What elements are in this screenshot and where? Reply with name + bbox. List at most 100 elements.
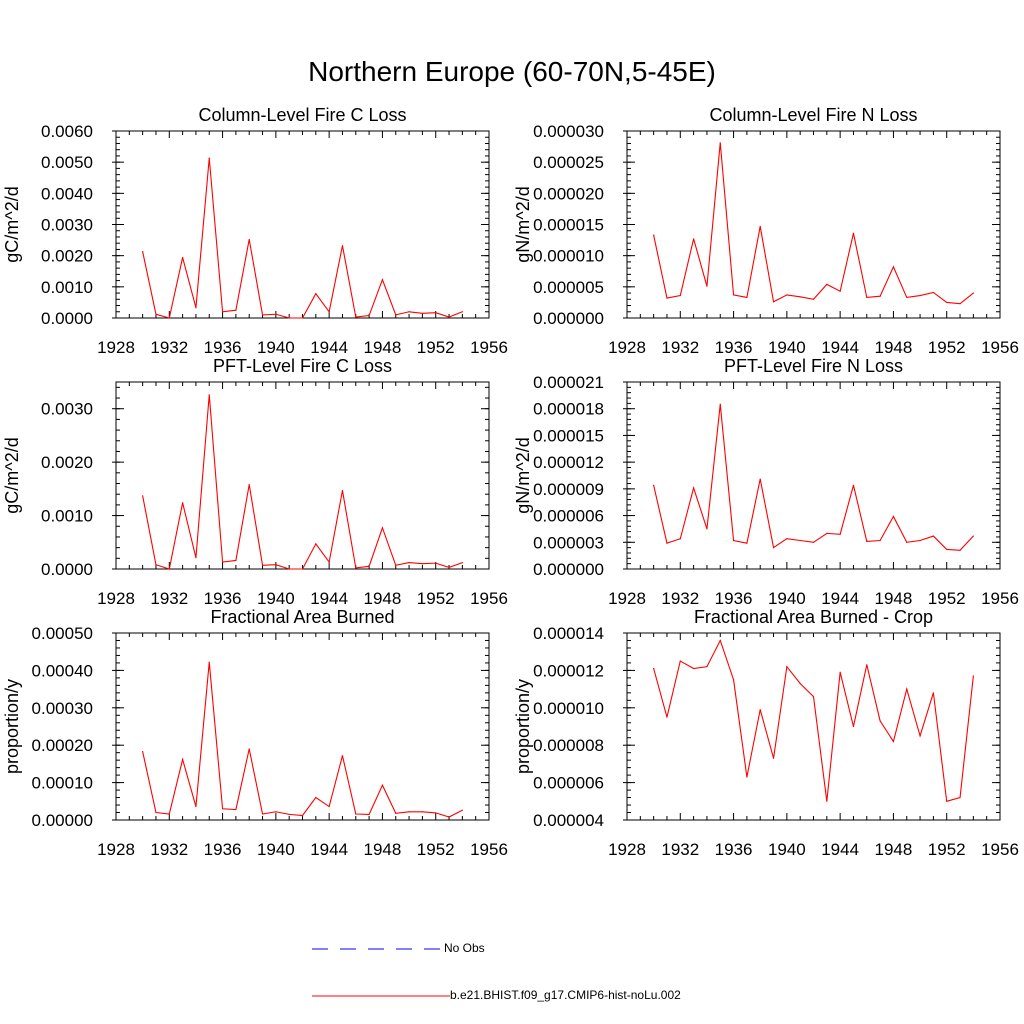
data-point xyxy=(959,796,961,799)
data-point xyxy=(932,692,934,694)
data-point xyxy=(235,559,237,562)
data-point xyxy=(972,675,974,677)
data-point xyxy=(919,294,921,297)
data-point xyxy=(706,528,708,530)
y-tick-label: 0.000010 xyxy=(533,247,604,266)
y-tick-label: 0.00010 xyxy=(32,774,93,793)
data-point xyxy=(906,688,908,690)
data-point xyxy=(892,515,895,518)
plot-frame xyxy=(626,130,1001,319)
data-point xyxy=(408,561,410,564)
data-point xyxy=(719,142,721,144)
data-point xyxy=(719,403,721,405)
data-point xyxy=(653,667,655,670)
x-tick-label: 1936 xyxy=(204,840,242,859)
x-tick-label: 1932 xyxy=(150,338,188,357)
data-point xyxy=(381,784,384,786)
data-point xyxy=(972,292,974,294)
data-point xyxy=(301,814,304,817)
data-point xyxy=(693,238,695,240)
y-axis-label: proportion/y xyxy=(2,679,22,774)
x-tick-label: 1940 xyxy=(768,589,806,608)
data-point xyxy=(946,800,948,802)
data-point xyxy=(368,565,370,567)
data-point xyxy=(395,564,397,566)
data-point xyxy=(142,251,144,253)
data-point xyxy=(355,567,357,569)
data-point xyxy=(653,234,655,236)
x-tick-label: 1952 xyxy=(928,338,966,357)
data-point xyxy=(168,317,170,319)
y-tick-label: 0.0030 xyxy=(41,400,93,419)
x-tick-label: 1952 xyxy=(417,338,455,357)
y-tick-label: 0.0010 xyxy=(41,507,93,526)
y-tick-label: 0.0060 xyxy=(41,122,93,141)
data-point xyxy=(772,757,775,759)
x-tick-label: 1944 xyxy=(821,840,859,859)
data-point xyxy=(772,547,775,549)
panel-title: Column-Level Fire C Loss xyxy=(198,105,406,125)
x-tick-label: 1932 xyxy=(661,589,699,608)
data-point xyxy=(732,539,735,542)
data-point xyxy=(315,543,317,545)
data-point xyxy=(839,671,841,673)
data-point xyxy=(786,294,788,296)
data-point xyxy=(435,812,437,814)
x-tick-label: 1940 xyxy=(768,840,806,859)
legend-model: b.e21.BHIST.f09_g17.CMIP6-hist-noLu.002 xyxy=(312,988,681,1002)
x-tick-label: 1956 xyxy=(981,338,1019,357)
data-point xyxy=(275,811,277,813)
y-tick-label: 0.000006 xyxy=(533,507,604,526)
y-tick-label: 0.000009 xyxy=(533,480,604,499)
panel-title: Fractional Area Burned xyxy=(210,607,394,627)
x-tick-label: 1936 xyxy=(715,589,753,608)
y-tick-label: 0.000015 xyxy=(533,216,604,235)
x-tick-label: 1932 xyxy=(150,589,188,608)
y-tick-label: 0.000012 xyxy=(533,661,604,680)
data-point xyxy=(421,811,423,813)
data-point xyxy=(315,796,317,799)
series-line xyxy=(142,394,463,570)
data-point xyxy=(448,566,450,568)
x-tick-label: 1940 xyxy=(257,338,295,357)
x-tick-label: 1948 xyxy=(364,338,402,357)
y-tick-label: 0.0010 xyxy=(41,278,93,297)
y-tick-label: 0.000021 xyxy=(533,373,604,392)
data-point xyxy=(946,301,948,304)
data-point xyxy=(693,667,695,670)
x-tick-label: 1928 xyxy=(608,840,646,859)
x-tick-label: 1948 xyxy=(875,589,913,608)
data-point xyxy=(368,813,370,815)
data-point xyxy=(906,541,908,543)
data-point xyxy=(435,312,437,314)
x-tick-label: 1944 xyxy=(310,840,348,859)
y-axis-label: gC/m^2/d xyxy=(2,186,22,262)
data-point xyxy=(235,309,237,311)
data-point xyxy=(261,813,264,815)
figure-title: Northern Europe (60-70N,5-45E) xyxy=(308,56,716,87)
data-point xyxy=(168,568,170,570)
data-point xyxy=(221,561,224,563)
x-tick-label: 1952 xyxy=(928,589,966,608)
data-point xyxy=(892,740,895,743)
y-tick-label: 0.000005 xyxy=(533,278,604,297)
x-tick-label: 1952 xyxy=(417,589,455,608)
data-point xyxy=(261,564,264,566)
x-tick-label: 1936 xyxy=(715,840,753,859)
x-tick-label: 1956 xyxy=(470,840,508,859)
data-point xyxy=(666,716,668,718)
panel-3: 1928 1932 1936 1940 1944 1948 1952 1956 0.0000 0.… xyxy=(2,356,508,608)
data-point xyxy=(746,296,748,299)
data-point xyxy=(866,664,868,666)
data-point xyxy=(195,557,197,559)
panel-1: 1928 1932 1936 1940 1944 1948 1952 1956 0.0000 0.… xyxy=(2,105,508,357)
data-point xyxy=(879,295,881,297)
data-point xyxy=(142,750,144,753)
data-point xyxy=(666,542,668,544)
data-point xyxy=(892,266,895,268)
x-tick-label: 1936 xyxy=(204,589,242,608)
data-point xyxy=(182,502,184,504)
plot-frame xyxy=(115,130,490,319)
data-point xyxy=(799,682,801,685)
series-line xyxy=(653,639,974,803)
